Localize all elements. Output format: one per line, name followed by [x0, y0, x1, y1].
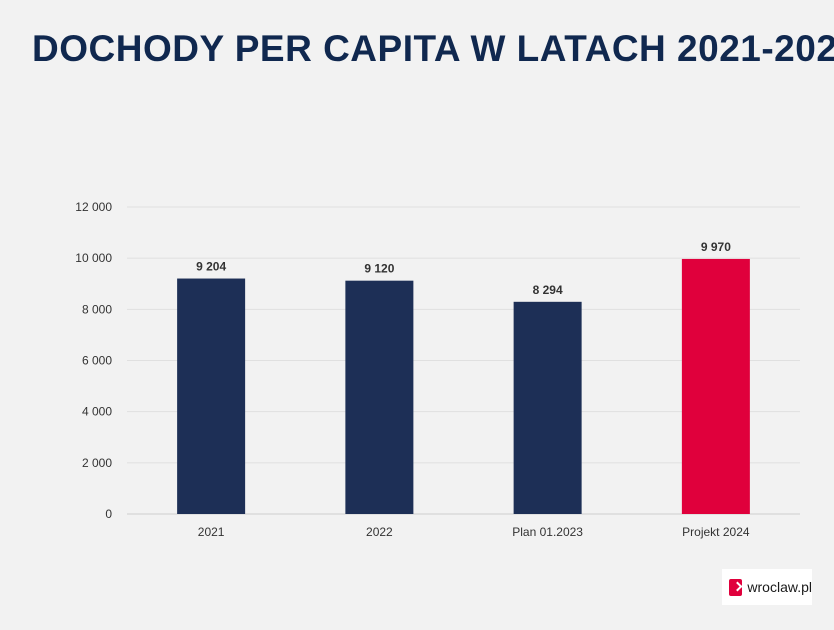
data-label: 9 204: [196, 260, 226, 274]
logo-text: wroclaw.pl: [747, 579, 812, 595]
wroclaw-logo[interactable]: wroclaw.pl: [722, 569, 812, 605]
y-tick-label: 0: [105, 507, 112, 521]
y-tick-label: 6 000: [82, 354, 112, 368]
data-label: 8 294: [533, 283, 563, 297]
bar: [177, 278, 246, 514]
x-tick-label: 2022: [366, 525, 393, 539]
bar: [513, 301, 582, 514]
x-tick-label: 2021: [198, 525, 225, 539]
bar: [345, 280, 414, 514]
x-tick-label: Plan 01.2023: [512, 525, 583, 539]
x-tick-label: Projekt 2024: [682, 525, 750, 539]
y-tick-label: 2 000: [82, 456, 112, 470]
chart-title: DOCHODY PER CAPITA W LATACH 2021-2024: [32, 28, 834, 69]
arrow-right-icon: [729, 578, 743, 596]
y-tick-label: 10 000: [75, 251, 112, 265]
bar: [681, 258, 750, 514]
data-label: 9 970: [701, 240, 731, 254]
y-tick-label: 8 000: [82, 302, 112, 316]
y-tick-label: 12 000: [75, 200, 112, 214]
data-label: 9 120: [364, 262, 394, 276]
y-tick-label: 4 000: [82, 405, 112, 419]
